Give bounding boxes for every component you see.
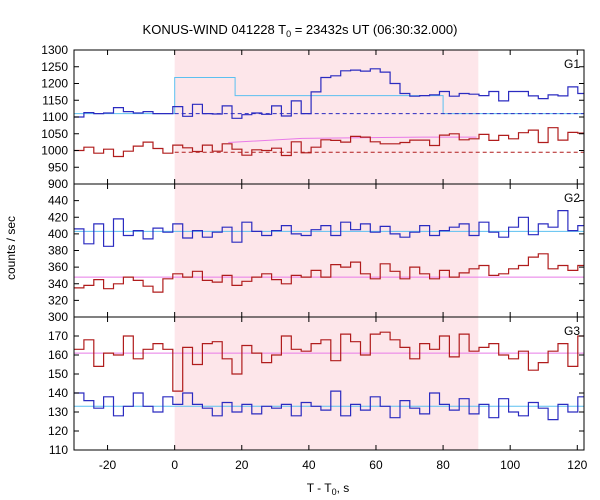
y-tick-label: 340 (48, 277, 68, 291)
x-tick-label: 120 (567, 458, 587, 472)
fit-line-g1-2 (228, 136, 477, 143)
panel-frame (73, 316, 585, 451)
highlight-band (174, 50, 479, 450)
panel-label: G3 (564, 324, 580, 338)
panel-g1: 900 950 1000 1050 1100 1150 1200 1250 1300 G1 (41, 43, 585, 191)
plot-area: 9009501000105011001150120012501300G13003… (41, 43, 587, 472)
series-g1-blue (74, 68, 584, 119)
y-tick-label: 360 (48, 260, 68, 274)
y-tick-label: 1150 (42, 93, 68, 107)
y-tick-label: 130 (48, 405, 68, 419)
y-tick-label: 1050 (41, 127, 68, 141)
series-g2-blue (74, 210, 584, 247)
y-tick-label: 900 (48, 177, 68, 191)
y-tick-label: 440 (48, 194, 68, 208)
y-tick-label: 1100 (42, 110, 68, 124)
series-g3-blue (74, 390, 584, 421)
x-label-subscript: 0 (332, 487, 337, 497)
panel-g3: 110 120 130 140 150 160 170 G3 (48, 316, 585, 457)
y-axis-label: counts / sec (4, 216, 18, 280)
x-tick-label: 80 (436, 458, 450, 472)
panel-label: G2 (564, 191, 580, 205)
x-tick-label: 0 (171, 458, 178, 472)
y-tick-label: 420 (48, 210, 68, 224)
x-tick-label: 60 (369, 458, 383, 472)
y-tick-label: 380 (48, 244, 68, 258)
title-main: KONUS-WIND 041228 T (143, 22, 287, 37)
y-tick-label: 160 (48, 348, 68, 362)
x-axis-label: T - T0, s (307, 481, 350, 497)
fit-line-g1-0 (74, 77, 584, 115)
y-tick-label: 400 (48, 227, 68, 241)
panel-g2: 300 320 340 360 380 400 420 440 G2 (48, 183, 585, 324)
y-tick-label: 300 (48, 310, 68, 324)
y-tick-label: 1000 (41, 144, 68, 158)
title-subscript: 0 (286, 29, 291, 39)
x-tick-label: 20 (235, 458, 249, 472)
y-tick-label: 170 (48, 329, 68, 343)
x-tick-label: 40 (302, 458, 316, 472)
panel-label: G1 (564, 57, 580, 71)
x-label-rest: , s (337, 481, 350, 495)
y-tick-label: 120 (48, 424, 68, 438)
series-g3-red (74, 331, 584, 392)
y-tick-label: 1200 (41, 77, 68, 91)
y-tick-label: 140 (48, 386, 68, 400)
y-tick-label: 150 (48, 367, 68, 381)
title-rest: = 23432s UT (06:30:32.000) (291, 22, 457, 37)
x-tick-label: -20 (99, 458, 117, 472)
series-g2-red (74, 253, 584, 293)
y-tick-label: 320 (48, 293, 68, 307)
y-tick-label: 1250 (41, 60, 68, 74)
y-tick-label: 950 (48, 160, 68, 174)
x-tick-label: 100 (500, 458, 520, 472)
x-label-main: T - T (307, 481, 333, 495)
series-g1-red (74, 127, 584, 158)
y-tick-label: 110 (49, 443, 68, 457)
chart-title: KONUS-WIND 041228 T0 = 23432s UT (06:30:… (143, 22, 458, 39)
y-tick-label: 1300 (41, 43, 68, 57)
